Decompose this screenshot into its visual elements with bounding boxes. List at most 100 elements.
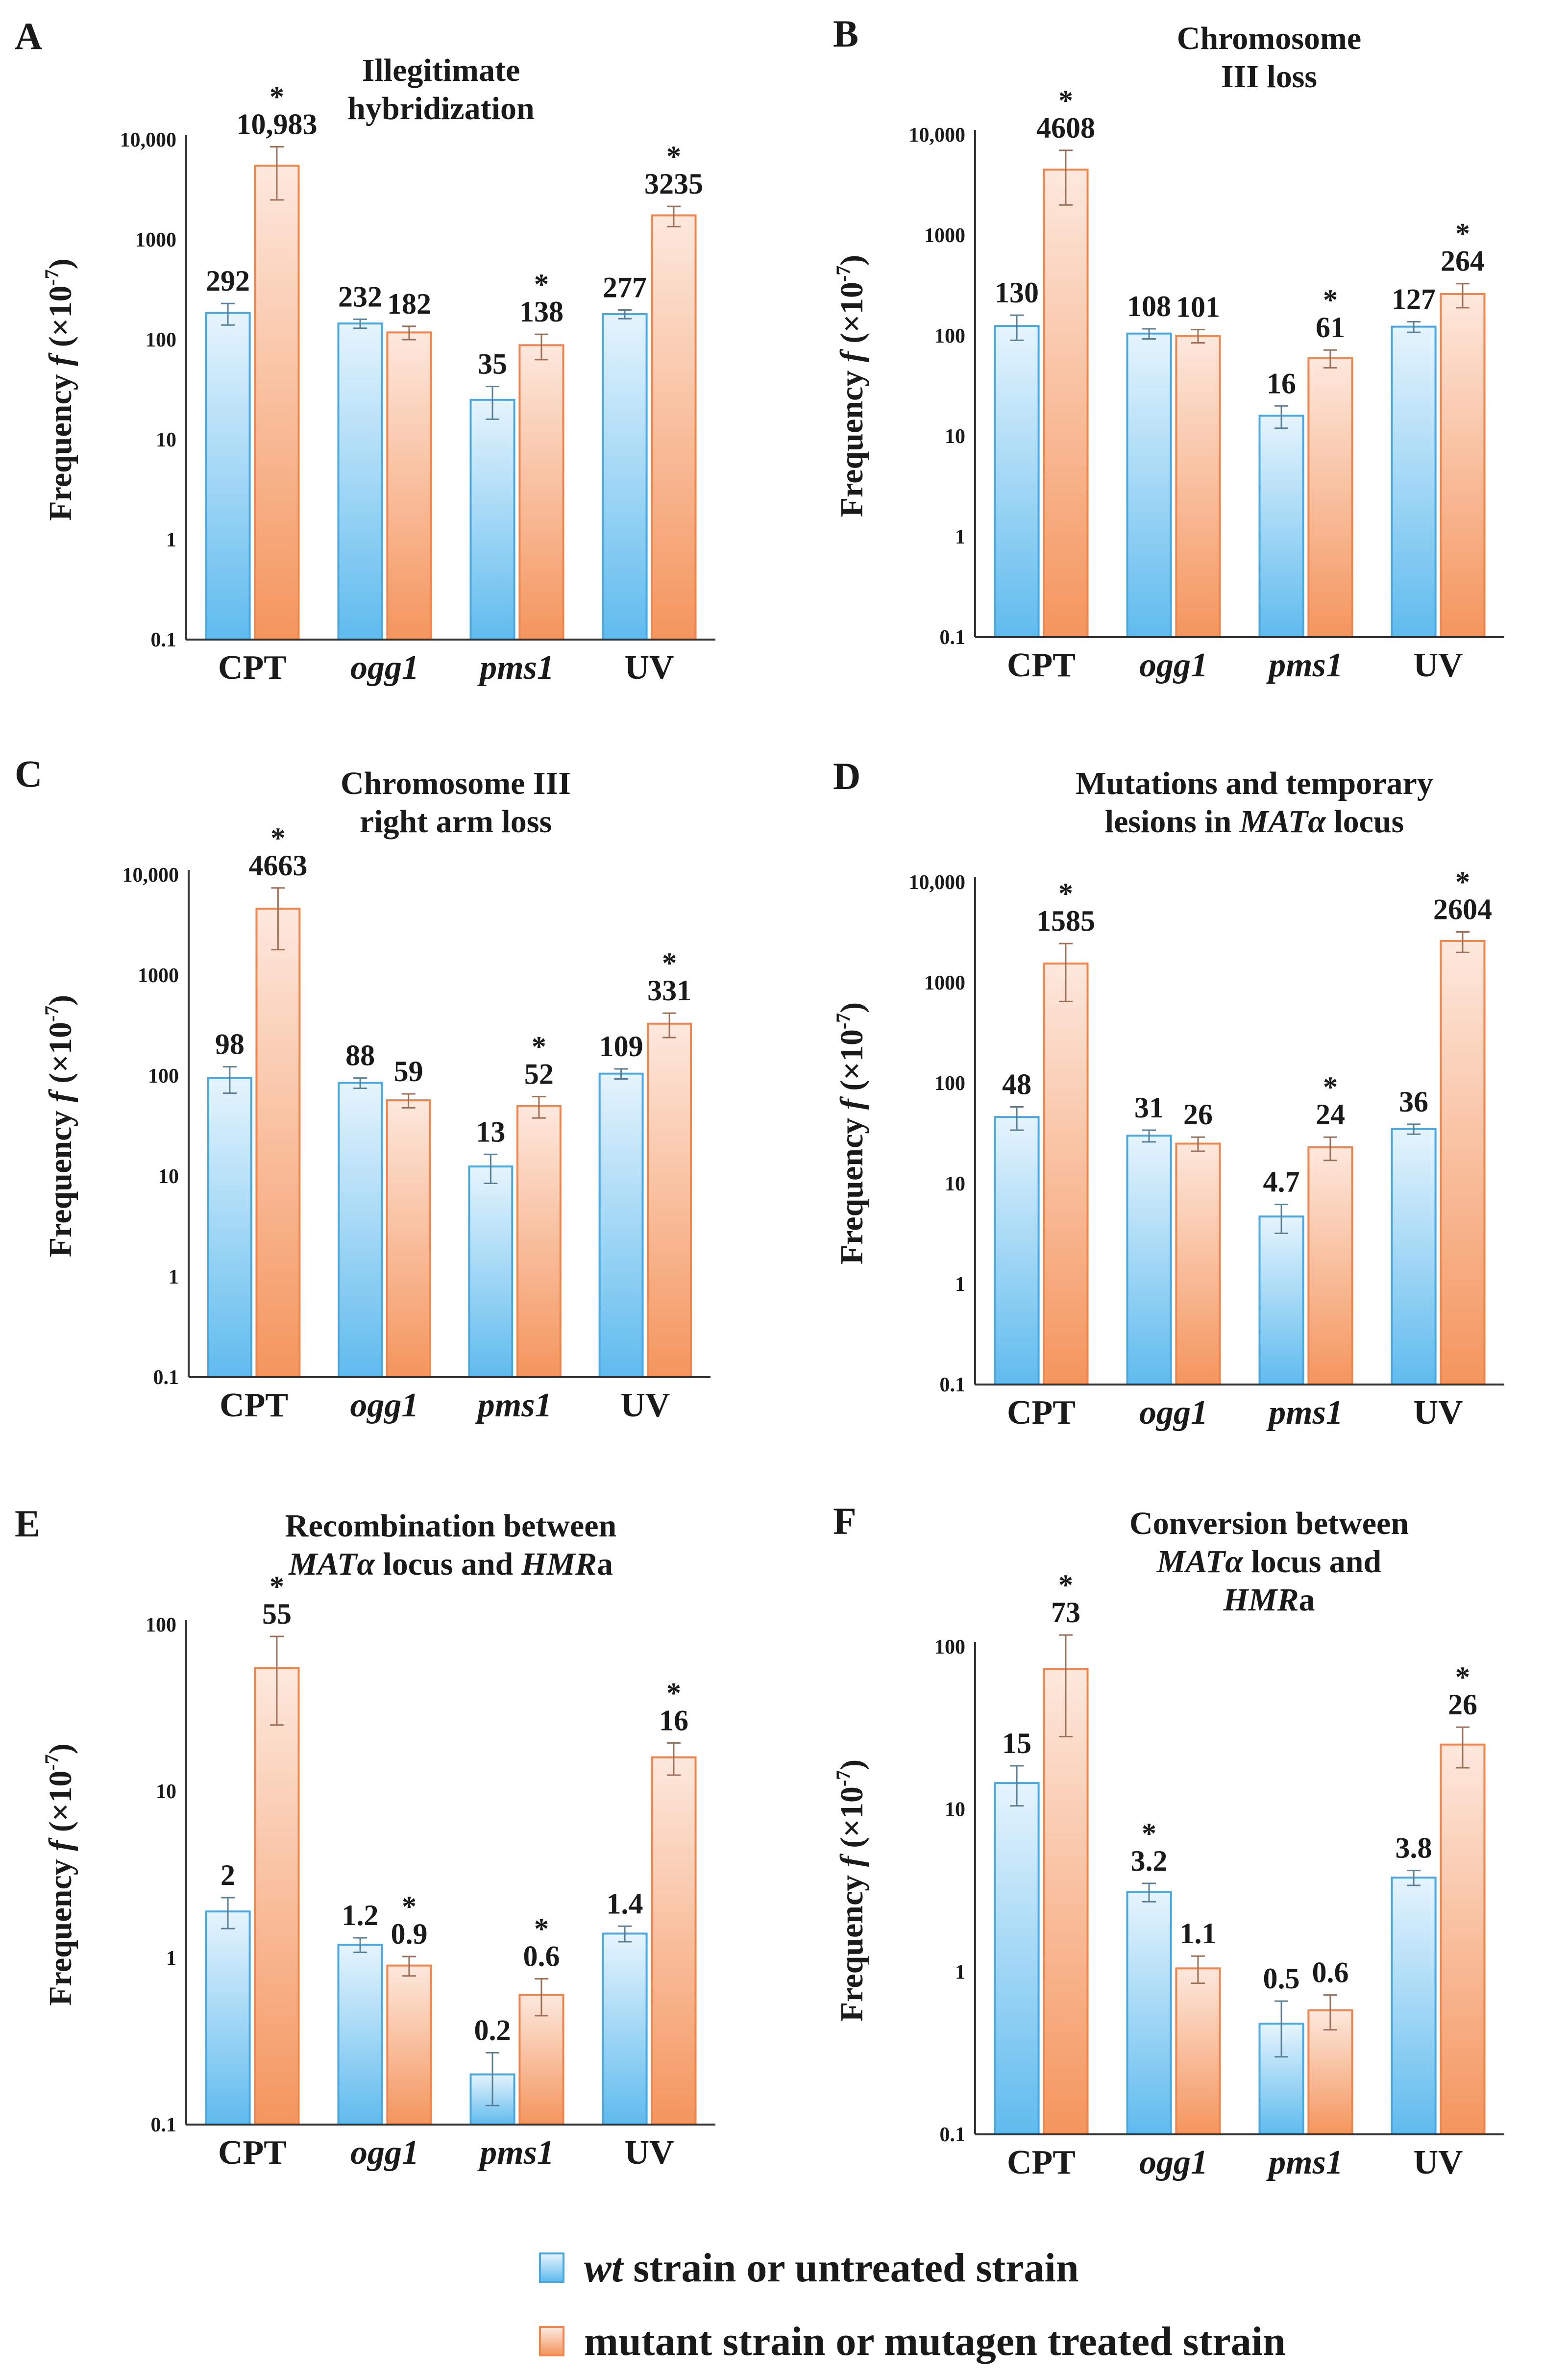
bar-mut-b-1 bbox=[1175, 335, 1221, 638]
significance-star-mut-d-2: * bbox=[1323, 1071, 1338, 1103]
bar-mut-e-3 bbox=[651, 1756, 697, 2126]
chart-title-f-line-1: Conversion between bbox=[1129, 1506, 1409, 1541]
chart-title-b-line-2: III loss bbox=[1221, 59, 1317, 95]
bar-mut-c-3 bbox=[647, 1022, 692, 1378]
ytick-label-c-3: 100 bbox=[148, 1065, 179, 1088]
bar-wt-f-0 bbox=[994, 1782, 1040, 2135]
data-label-wt-f-0: 15 bbox=[1002, 1727, 1031, 1759]
data-label-wt-a-3: 277 bbox=[603, 271, 647, 303]
bar-wt-a-3 bbox=[602, 313, 648, 641]
data-label-wt-d-3: 36 bbox=[1399, 1086, 1428, 1118]
bar-mut-a-2 bbox=[518, 344, 564, 641]
ytick-label-f-1: 1 bbox=[955, 1961, 965, 1983]
category-label-d-2: pms1 bbox=[1266, 1394, 1343, 1432]
significance-star-mut-d-3: * bbox=[1455, 866, 1470, 898]
significance-star-mut-c-2: * bbox=[532, 1031, 546, 1063]
significance-star-mut-b-2: * bbox=[1323, 284, 1338, 316]
data-label-mut-a-0: 10,983 bbox=[236, 108, 317, 140]
category-label-d-0: CPT bbox=[1007, 1394, 1076, 1432]
data-label-wt-e-0: 2 bbox=[220, 1859, 235, 1891]
bar-wt-e-3 bbox=[602, 1932, 648, 2126]
chart-title-f-line-2: MATα locus and bbox=[1156, 1544, 1381, 1580]
ytick-label-a-4: 1000 bbox=[135, 229, 176, 251]
bar-wt-a-0 bbox=[205, 312, 251, 641]
bar-wt-f-1 bbox=[1126, 1891, 1172, 2135]
ytick-label-d-0: 0.1 bbox=[940, 1374, 966, 1396]
category-label-b-1: ogg1 bbox=[1139, 646, 1208, 684]
ytick-label-b-5: 10,000 bbox=[909, 124, 966, 147]
data-label-mut-c-0: 4663 bbox=[248, 849, 307, 882]
ytick-label-d-1: 1 bbox=[955, 1273, 965, 1296]
data-label-mut-c-3: 331 bbox=[647, 974, 691, 1007]
chart-title-f-line-3: HMRa bbox=[1223, 1582, 1315, 1618]
bar-wt-c-3 bbox=[598, 1072, 644, 1379]
bar-mut-f-2 bbox=[1307, 2009, 1353, 2135]
category-label-f-1: ogg1 bbox=[1139, 2144, 1208, 2181]
panel-letter-a: A bbox=[15, 15, 42, 57]
data-label-mut-b-3: 264 bbox=[1441, 245, 1485, 277]
category-label-a-1: ogg1 bbox=[350, 649, 419, 687]
category-label-f-0: CPT bbox=[1007, 2144, 1076, 2181]
legend-label-mutant: mutant strain or mutagen treated strain bbox=[584, 2318, 1286, 2364]
category-label-b-3: UV bbox=[1413, 646, 1463, 684]
chart-title-a-line-1: Illegitimate bbox=[362, 52, 520, 88]
ytick-label-d-5: 10,000 bbox=[909, 871, 966, 894]
significance-star-mut-a-2: * bbox=[534, 268, 549, 300]
ytick-label-d-3: 100 bbox=[934, 1072, 965, 1095]
data-label-mut-b-1: 101 bbox=[1176, 291, 1220, 323]
category-label-c-0: CPT bbox=[220, 1386, 288, 1424]
category-label-d-3: UV bbox=[1413, 1394, 1463, 1432]
bar-mut-d-2 bbox=[1307, 1146, 1353, 1385]
bar-wt-a-1 bbox=[337, 322, 383, 641]
ytick-label-b-2: 10 bbox=[945, 425, 965, 448]
bar-wt-d-0 bbox=[994, 1116, 1040, 1386]
bar-mut-b-3 bbox=[1440, 293, 1486, 638]
data-label-wt-b-3: 127 bbox=[1392, 283, 1436, 315]
significance-star-mut-c-3: * bbox=[662, 947, 677, 979]
bar-wt-e-1 bbox=[337, 1944, 383, 2126]
category-label-b-0: CPT bbox=[1007, 646, 1076, 684]
chart-title-b-line-1: Chromosome bbox=[1177, 21, 1361, 56]
ytick-label-e-3: 100 bbox=[146, 1614, 176, 1636]
data-label-wt-f-2: 0.5 bbox=[1263, 1962, 1300, 1995]
category-label-a-3: UV bbox=[624, 649, 674, 687]
ytick-label-f-0: 0.1 bbox=[940, 2124, 966, 2146]
category-label-f-3: UV bbox=[1413, 2144, 1463, 2181]
ytick-label-e-1: 1 bbox=[166, 1947, 176, 1970]
category-label-c-3: UV bbox=[620, 1386, 670, 1424]
data-label-wt-c-3: 109 bbox=[599, 1030, 643, 1063]
bar-wt-c-0 bbox=[207, 1077, 252, 1378]
significance-star-mut-b-0: * bbox=[1058, 84, 1073, 117]
data-label-mut-f-0: 73 bbox=[1051, 1596, 1080, 1629]
significance-star-wt-f-1: * bbox=[1142, 1817, 1156, 1850]
data-label-mut-e-2: 0.6 bbox=[523, 1940, 560, 1972]
ytick-label-c-4: 1000 bbox=[138, 965, 179, 987]
data-label-mut-c-1: 59 bbox=[394, 1055, 423, 1088]
bar-mut-d-3 bbox=[1440, 940, 1486, 1385]
ytick-label-e-2: 10 bbox=[156, 1781, 176, 1803]
data-label-wt-c-1: 88 bbox=[345, 1039, 375, 1072]
significance-star-mut-a-3: * bbox=[666, 140, 681, 173]
significance-star-mut-f-0: * bbox=[1058, 1569, 1073, 1601]
bar-mut-e-1 bbox=[386, 1964, 432, 2126]
data-label-mut-e-1: 0.9 bbox=[391, 1918, 427, 1950]
bar-mut-f-0 bbox=[1043, 1668, 1089, 2136]
data-label-wt-e-3: 1.4 bbox=[607, 1887, 643, 1920]
panel-letter-d: D bbox=[833, 755, 860, 797]
data-label-mut-d-2: 24 bbox=[1316, 1098, 1345, 1131]
data-label-mut-d-3: 2604 bbox=[1433, 893, 1492, 925]
bar-wt-b-0 bbox=[994, 325, 1040, 638]
data-label-wt-c-2: 13 bbox=[476, 1115, 505, 1148]
bar-wt-d-3 bbox=[1391, 1128, 1437, 1385]
category-label-e-3: UV bbox=[624, 2134, 674, 2172]
bar-wt-d-2 bbox=[1258, 1215, 1304, 1386]
data-label-wt-e-2: 0.2 bbox=[474, 2014, 511, 2046]
ytick-label-f-2: 10 bbox=[945, 1799, 965, 1821]
bar-wt-c-2 bbox=[468, 1165, 514, 1379]
data-label-wt-c-0: 98 bbox=[215, 1028, 245, 1061]
data-label-wt-b-0: 130 bbox=[995, 276, 1039, 309]
ytick-label-c-1: 1 bbox=[169, 1266, 179, 1288]
ytick-label-e-0: 0.1 bbox=[151, 2114, 177, 2136]
bar-wt-e-0 bbox=[205, 1910, 251, 2126]
bar-mut-a-3 bbox=[651, 214, 697, 641]
